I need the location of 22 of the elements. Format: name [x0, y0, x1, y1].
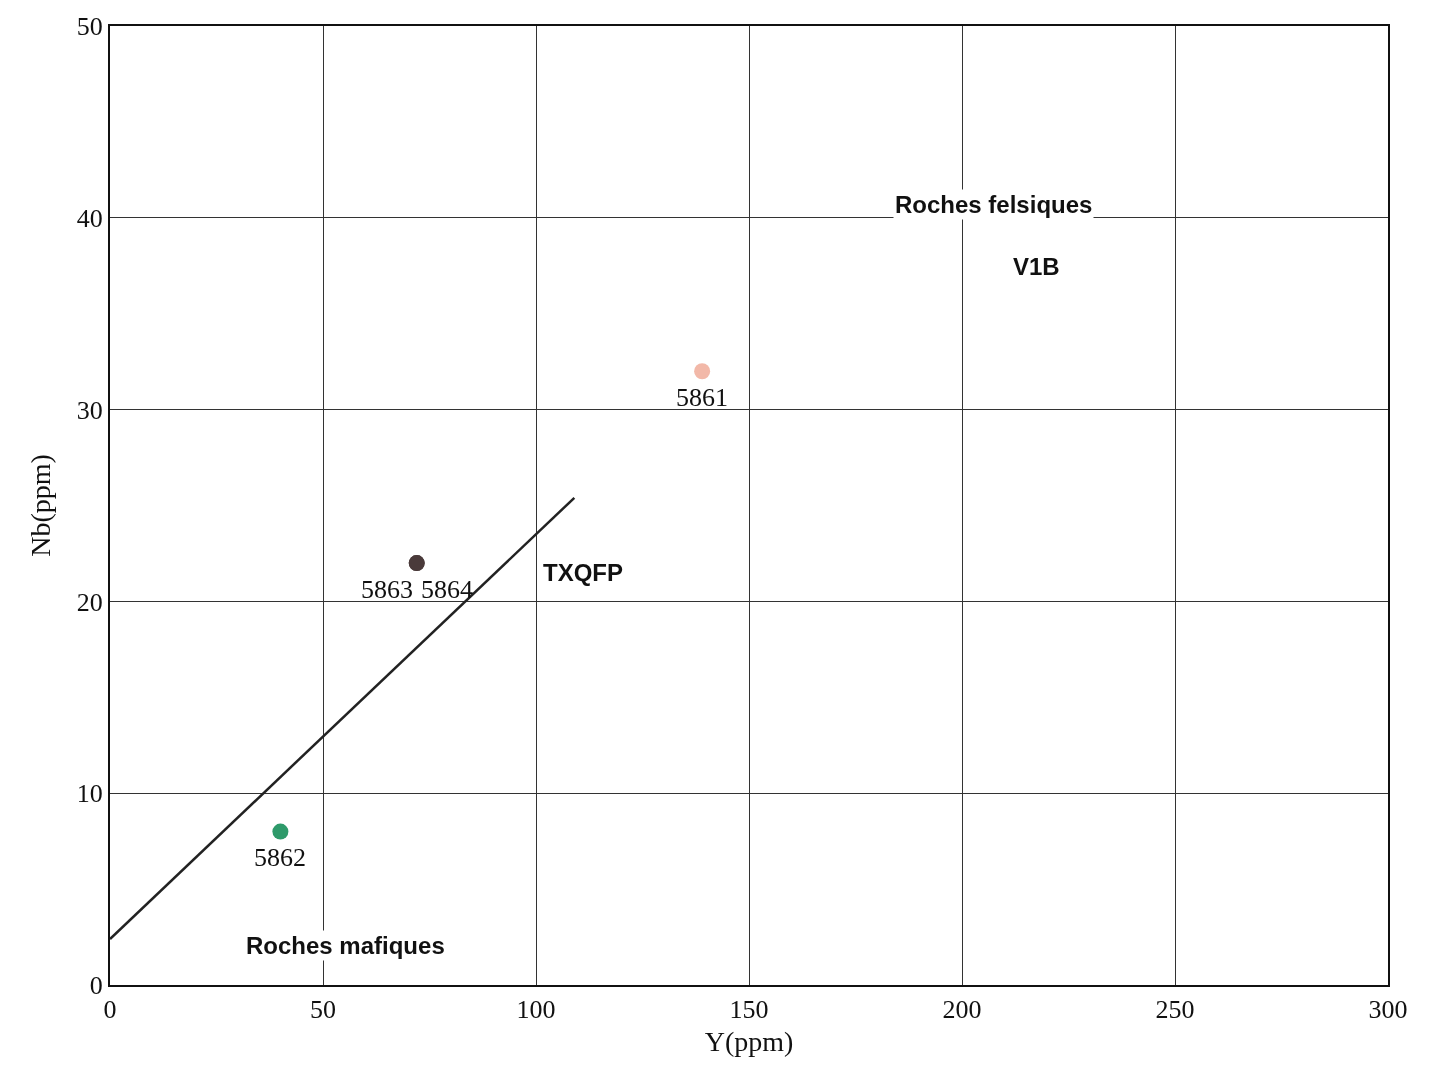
annotation: Roches mafiques	[246, 932, 445, 959]
x-tick-label: 150	[729, 995, 769, 1025]
x-tick-label: 250	[1155, 995, 1195, 1025]
y-tick-label: 30	[76, 395, 103, 425]
y-tick-label: 10	[76, 779, 103, 809]
annotation: V1B	[1013, 253, 1060, 280]
annotation: 5863	[361, 575, 413, 604]
annotation: 5864	[421, 575, 473, 604]
x-tick-label: 100	[516, 995, 556, 1025]
x-tick-label: 50	[310, 995, 336, 1025]
y-tick-label: 0	[89, 971, 103, 1001]
annotation: Roches felsiques	[895, 191, 1093, 218]
annotation: 5861	[676, 383, 728, 412]
x-tick-label: 300	[1368, 995, 1408, 1025]
y-tick-label: 50	[76, 12, 103, 42]
x-axis-title: Y(ppm)	[704, 1025, 794, 1057]
y-axis-title: Nb(ppm)	[25, 454, 56, 557]
annotation: 5862	[254, 843, 306, 872]
annotation: TXQFP	[543, 559, 624, 586]
y-tick-label: 40	[76, 203, 103, 233]
y-tick-label: 20	[76, 587, 103, 617]
x-tick-label: 200	[942, 995, 982, 1025]
